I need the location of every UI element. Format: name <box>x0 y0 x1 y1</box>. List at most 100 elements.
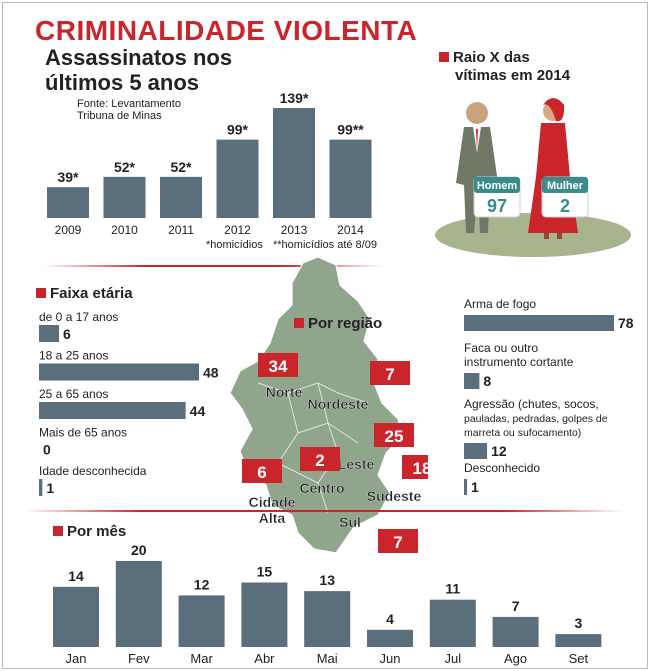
month-category-label: Mai <box>317 651 338 666</box>
region-badge <box>370 361 410 385</box>
victims-illustration: Homem 97 Mulher 2 <box>435 98 631 257</box>
month-value-label: 11 <box>445 581 460 597</box>
yearly-chart-title: Assassinatos nos últimos 5 anos <box>45 45 295 95</box>
region-label: Centro <box>299 480 344 496</box>
victims-title-line2: vítimas em 2014 <box>455 67 571 84</box>
weapon-bar <box>464 443 488 459</box>
yearly-title-line2: últimos 5 anos <box>45 70 200 95</box>
yearly-bar <box>273 108 315 218</box>
weapon-value-label: 78 <box>618 315 634 331</box>
yearly-value-label: 39* <box>57 169 79 185</box>
region-value: 34 <box>269 357 288 376</box>
month-category-label: Abr <box>254 651 275 666</box>
weapon-value-label: 8 <box>483 373 491 389</box>
age-title: Faixa etária <box>36 285 133 302</box>
month-value-label: 20 <box>131 542 147 558</box>
age-bar <box>39 479 43 496</box>
yearly-value-label: 52* <box>170 159 192 175</box>
region-badge <box>378 529 418 553</box>
region-map: 34 Norte 7 Nordeste 25 Leste 18 Sudeste 2 Centro 6… <box>229 256 428 554</box>
region-label: Nordeste <box>308 396 369 412</box>
region-value: 7 <box>385 365 394 384</box>
weapon-value-label: 1 <box>471 479 479 495</box>
age-category-label: 18 a 25 anos <box>39 349 108 363</box>
month-title-text: Por mês <box>67 523 127 540</box>
yearly-value-label: 99* <box>227 122 249 138</box>
age-value-label: 44 <box>190 403 206 419</box>
divider-bottom <box>23 510 623 512</box>
weapon-category-label: Desconhecido <box>464 461 540 475</box>
month-chart: 14 Jan 20 Fev 12 Mar 15 Abr 13 Mai 4 Jun 11 Jul 7 Ago 3 S… <box>53 542 602 666</box>
month-category-label: Mar <box>190 651 213 666</box>
victims-title-line1: Raio X das <box>453 49 530 66</box>
yearly-title-line1: Assassinatos nos <box>45 45 233 70</box>
source-line2: Tribuna de Minas <box>77 110 162 122</box>
region-label: Leste <box>338 456 375 472</box>
month-category-label: Jan <box>66 651 87 666</box>
month-value-label: 14 <box>68 568 84 584</box>
month-value-label: 12 <box>194 576 210 592</box>
weapon-category-label: Faca ou outro <box>464 341 538 355</box>
month-value-label: 13 <box>319 572 335 588</box>
month-category-label: Set <box>569 651 589 666</box>
victims-title: Raio X das vítimas em 2014 <box>439 49 570 85</box>
region-badge <box>300 447 340 471</box>
yearly-value-label: 52* <box>114 159 136 175</box>
yearly-bar <box>160 176 202 218</box>
region-value: 7 <box>393 533 402 552</box>
yearly-bar <box>47 187 89 218</box>
month-bar <box>53 586 99 647</box>
month-category-label: Fev <box>128 651 150 666</box>
source-line1: Fonte: Levantamento <box>77 98 181 110</box>
female-value: 2 <box>560 196 570 216</box>
source-note: Fonte: Levantamento Tribuna de Minas <box>77 98 227 122</box>
age-category-label: Idade desconhecida <box>39 464 147 478</box>
region-badge <box>374 423 414 447</box>
yearly-category-label: 2012 <box>224 223 251 237</box>
yearly-category-label: 2014 <box>337 223 364 237</box>
section-marker-icon <box>439 52 449 62</box>
month-bar <box>429 599 476 647</box>
region-label: Sul <box>339 514 361 530</box>
weapon-bar <box>464 315 614 331</box>
region-value: 18 <box>413 459 428 478</box>
age-category-label: 25 a 65 anos <box>39 387 108 401</box>
age-value-label: 48 <box>203 365 219 381</box>
section-marker-icon <box>53 526 63 536</box>
weapon-category-label: marreta ou sufocamento) <box>464 427 581 439</box>
region-value: 2 <box>315 451 324 470</box>
month-value-label: 15 <box>257 564 273 580</box>
woman-figure-icon <box>528 98 578 239</box>
month-value-label: 3 <box>575 615 583 631</box>
male-value: 97 <box>487 196 507 216</box>
region-value: 6 <box>257 463 266 482</box>
age-value-label: 0 <box>43 442 51 458</box>
section-marker-icon <box>294 318 304 328</box>
age-title-text: Faixa etária <box>50 285 133 302</box>
weapon-bar <box>464 479 467 495</box>
yearly-category-label: 2011 <box>168 223 194 237</box>
region-title: Por região <box>294 315 382 332</box>
month-bar <box>555 634 602 647</box>
yearly-category-label: 2009 <box>55 223 82 237</box>
age-category-label: de 0 a 17 anos <box>39 310 118 324</box>
month-title: Por mês <box>53 523 126 540</box>
region-badge <box>402 455 428 479</box>
month-bar <box>304 591 351 647</box>
yearly-bar <box>216 139 259 218</box>
yearly-bar <box>103 176 146 218</box>
age-chart: de 0 a 17 anos 6 18 a 25 anos 48 25 a 65 ano… <box>39 310 219 496</box>
male-label: Homem <box>477 180 518 192</box>
month-value-label: 7 <box>512 598 520 614</box>
female-label: Mulher <box>547 180 584 192</box>
yearly-chart: 39* 2009 52* 2010 52* 2011 99* 2012 139* 2013 99**… <box>47 90 372 237</box>
yearly-value-label: 99** <box>337 122 364 138</box>
age-category-label: Mais de 65 anos <box>39 426 127 440</box>
weapon-category-label: instrumento cortante <box>464 355 574 369</box>
map-borders <box>257 382 369 514</box>
weapon-category-label: Agressão (chutes, socos, <box>464 397 599 411</box>
section-marker-icon <box>36 288 46 298</box>
region-label: Cidade <box>249 494 296 510</box>
region-badge <box>242 459 282 483</box>
